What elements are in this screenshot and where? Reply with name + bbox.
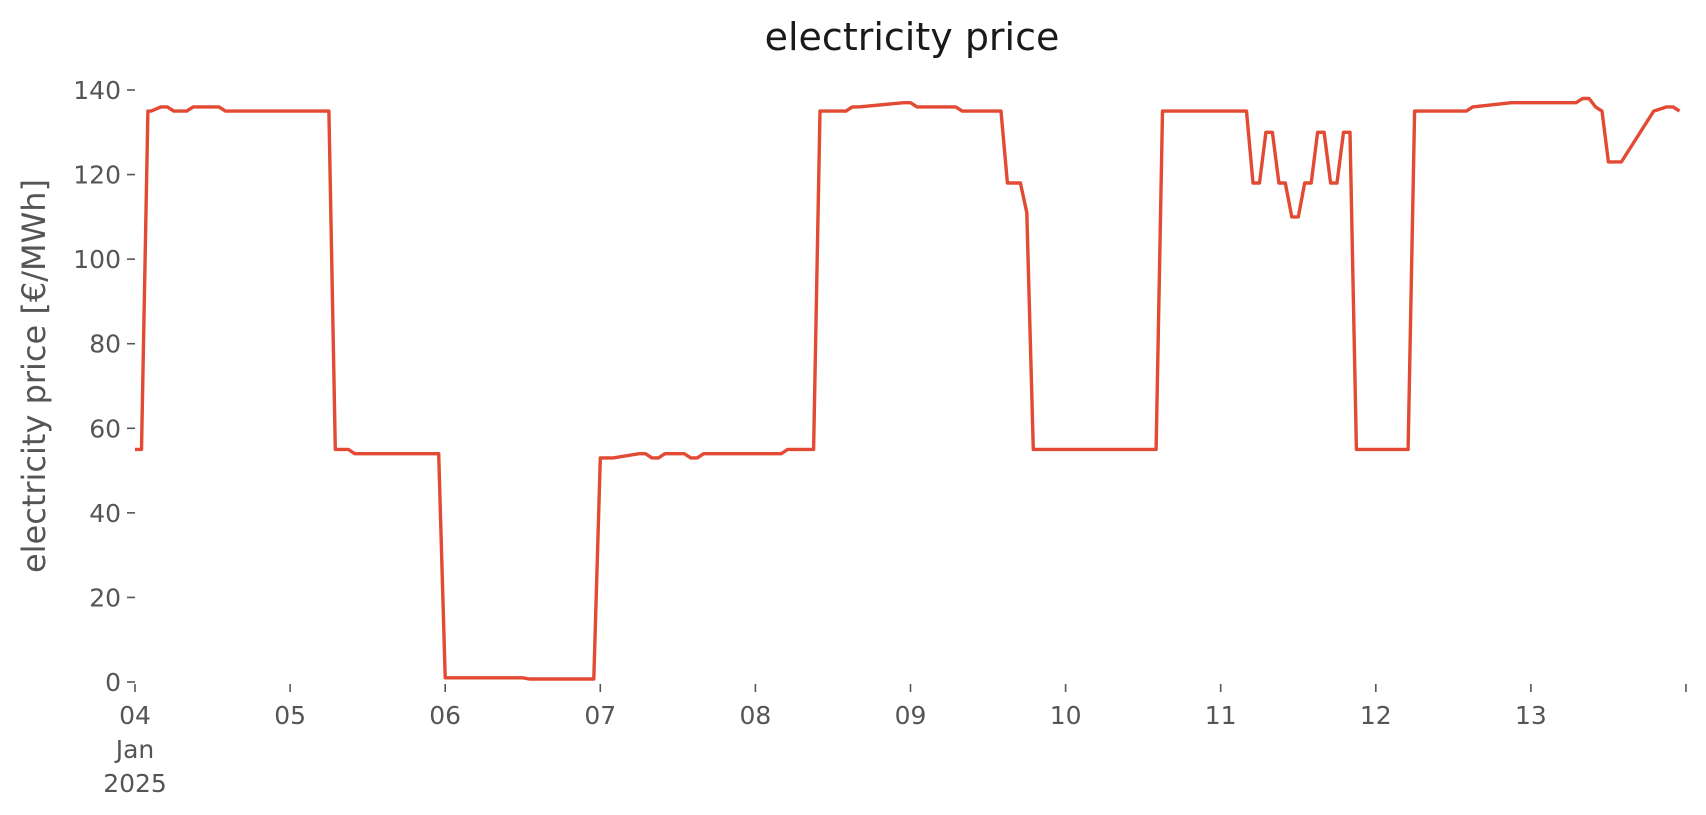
y-tick-label: 80 bbox=[89, 330, 121, 359]
x-tick-label: 04 bbox=[119, 701, 151, 730]
y-tick-label: 120 bbox=[73, 161, 121, 190]
y-tick-label: 20 bbox=[89, 583, 121, 612]
x-tick-label: 11 bbox=[1205, 701, 1237, 730]
y-tick-label: 40 bbox=[89, 499, 121, 528]
x-tick-label: Jan bbox=[114, 735, 155, 764]
x-tick-label: 09 bbox=[895, 701, 927, 730]
y-tick-label: 140 bbox=[73, 76, 121, 105]
plot-area bbox=[134, 96, 1681, 681]
x-tick-label: 13 bbox=[1515, 701, 1547, 730]
x-tick-label: 2025 bbox=[103, 769, 167, 798]
x-tick-label: 12 bbox=[1360, 701, 1392, 730]
x-tick-label: 08 bbox=[739, 701, 771, 730]
y-tick-label: 60 bbox=[89, 414, 121, 443]
x-tick-label: 06 bbox=[429, 701, 461, 730]
y-tick-label: 100 bbox=[73, 245, 121, 274]
y-axis: 0 20 40 60 80 100 120 140 bbox=[73, 76, 135, 697]
y-tick-label: 0 bbox=[105, 668, 121, 697]
x-tick-label: 07 bbox=[584, 701, 616, 730]
series-line bbox=[134, 96, 1681, 681]
x-tick-label: 05 bbox=[274, 701, 306, 730]
y-axis-label: electricity price [€/MWh] bbox=[15, 179, 53, 573]
x-axis: 04 Jan 2025 05 06 07 08 09 10 11 12 13 bbox=[103, 684, 1687, 798]
chart-title: electricity price bbox=[765, 15, 1060, 59]
x-tick-label: 10 bbox=[1050, 701, 1082, 730]
